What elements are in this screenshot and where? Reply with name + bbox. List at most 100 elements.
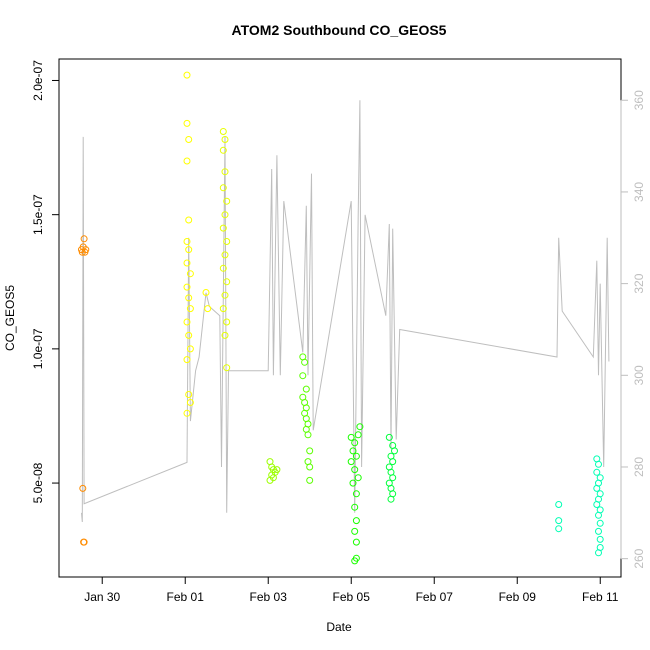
chart-title: ATOM2 Southbound CO_GEOS5 [232,22,447,38]
data-point [223,197,231,205]
x-tick-label: Feb 09 [499,590,537,604]
data-point [183,238,191,245]
y2-tick-label: 360 [632,90,646,110]
data-point [595,527,602,535]
data-point [389,474,397,482]
data-point [183,356,191,364]
data-point [82,246,90,254]
data-point [347,433,355,441]
data-point [349,447,357,455]
data-point [221,168,229,176]
data-point [352,517,360,525]
data-point [186,345,194,353]
data-point [223,278,231,286]
data-point [183,71,191,79]
data-point [273,466,281,474]
data-point [593,501,601,508]
data-point [596,535,604,543]
data-point [219,128,227,135]
data-point [352,538,360,546]
data-point [301,358,309,366]
data-point [555,517,563,525]
plot-frame [58,58,622,578]
data-point [595,511,602,519]
data-point [596,519,604,527]
data-point [354,474,362,482]
data-point [185,246,193,254]
data-point [183,259,191,267]
data-point [595,460,602,468]
data-point [183,283,191,291]
data-point [221,291,229,299]
data-point [223,238,231,245]
data-point [219,184,227,192]
data-point [185,136,193,143]
data-point [347,458,355,466]
data-point [183,409,191,417]
data-point [183,157,191,165]
x-tick-label: Feb 01 [167,590,205,604]
y2-tick-label: 260 [632,548,646,568]
data-point [79,484,87,492]
y2-tick-label: 280 [632,457,646,477]
data-point [186,399,194,406]
data-point [186,270,194,278]
series-line-0 [81,100,610,523]
data-point [185,216,193,224]
data-point [183,119,191,127]
data-point [351,466,359,474]
x-tick-label: Feb 03 [250,590,288,604]
data-point [352,490,360,498]
y-tick-label: 1.0e-07 [31,328,45,369]
data-point [306,476,314,484]
data-point [219,305,227,313]
data-point [185,331,193,339]
data-point [352,452,360,460]
data-point [351,527,359,535]
y-tick-label: 1.5e-07 [31,194,45,235]
data-point [80,538,88,546]
data-point [204,305,212,313]
data-point [389,458,397,466]
data-point [221,211,229,219]
data-point [185,294,193,302]
y2-tick-label: 320 [632,273,646,293]
series-layer [78,71,610,565]
y2-axis: 260 280 300 320 340 360 [620,90,646,569]
x-tick-label: Feb 11 [582,590,619,604]
data-point [306,463,314,471]
data-point [555,501,563,508]
data-point [391,447,398,455]
data-point [266,476,274,484]
y-axis: 5.0e-08 1.0e-07 1.5e-07 2.0e-07 [31,60,60,503]
data-point [185,391,193,398]
data-point [186,305,194,313]
data-point [223,318,231,326]
data-point [219,146,227,154]
data-point [306,447,314,455]
x-axis-label: Date [326,620,352,634]
data-point [221,136,229,143]
data-point [349,479,357,487]
data-point [593,484,601,492]
data-point [354,431,362,439]
y-axis-label: CO_GEOS5 [3,285,17,351]
y2-tick-label: 300 [632,365,646,385]
data-point [299,372,307,380]
data-point [595,549,602,557]
data-point [302,385,310,393]
x-tick-label: Feb 07 [416,590,454,604]
data-point [304,431,312,439]
data-point [221,251,229,259]
x-tick-label: Feb 05 [333,590,371,604]
data-point [385,433,393,441]
data-point [387,495,395,503]
y-tick-label: 2.0e-07 [31,60,45,101]
data-point [351,503,359,511]
data-point [223,364,231,372]
y2-tick-label: 340 [632,182,646,202]
data-point [555,525,563,533]
y-tick-label: 5.0e-08 [31,462,45,503]
data-point [593,468,601,476]
